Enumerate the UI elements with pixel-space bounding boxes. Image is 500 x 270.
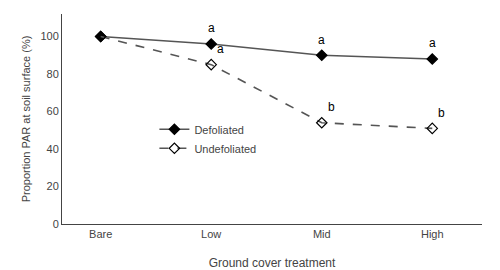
svg-text:40: 40	[47, 143, 59, 155]
svg-text:Undefoliated: Undefoliated	[194, 143, 256, 155]
svg-text:20: 20	[47, 180, 59, 192]
svg-text:Mid: Mid	[313, 228, 331, 240]
svg-text:60: 60	[47, 105, 59, 117]
svg-text:a: a	[429, 36, 436, 50]
svg-text:a: a	[318, 33, 325, 47]
svg-text:b: b	[438, 106, 445, 120]
svg-text:100: 100	[40, 30, 58, 42]
svg-text:80: 80	[47, 68, 59, 80]
svg-text:Bare: Bare	[89, 228, 112, 240]
svg-text:a: a	[217, 42, 224, 56]
svg-text:Low: Low	[201, 228, 221, 240]
svg-text:Ground cover treatment: Ground cover treatment	[209, 256, 336, 270]
svg-text:a: a	[208, 21, 215, 35]
svg-text:High: High	[421, 228, 444, 240]
svg-text:Defoliated: Defoliated	[194, 124, 244, 136]
svg-text:b: b	[328, 100, 335, 114]
svg-text:0: 0	[53, 218, 59, 230]
svg-text:Proportion PAR at soil surface: Proportion PAR at soil surface (%)	[20, 36, 32, 203]
